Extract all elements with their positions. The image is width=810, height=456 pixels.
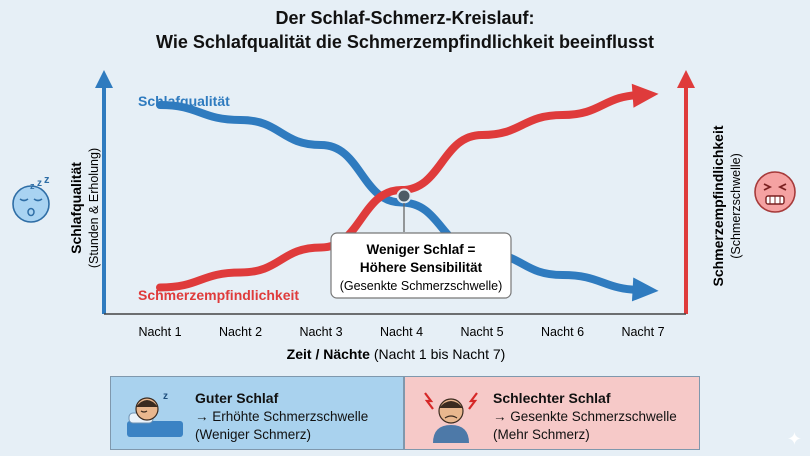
annotation-line2: Höhere Sensibilität — [360, 260, 483, 275]
distressed-face-icon — [754, 171, 796, 213]
legend-bad-sleep: Schlechter Schlaf → Gesenkte Schmerzschw… — [404, 376, 700, 450]
x-tick-label: Nacht 2 — [219, 325, 262, 339]
legend-bad-text: Schlechter Schlaf → Gesenkte Schmerzschw… — [493, 389, 677, 444]
sleeping-face-icon: z z z — [12, 174, 50, 223]
legend-bad-line1: → Gesenkte Schmerzschwelle — [493, 409, 677, 424]
legend-good-title: Guter Schlaf — [195, 390, 279, 406]
intersection-point — [396, 188, 412, 204]
x-tick-label: Nacht 1 — [138, 325, 181, 339]
x-axis-label-rest: (Nacht 1 bis Nacht 7) — [374, 346, 506, 362]
left-axis-arrowhead — [95, 70, 113, 88]
legend-good-sleep: z Guter Schlaf → Erhöhte Schmerzschwelle… — [110, 376, 404, 450]
annotation-line1: Weniger Schlaf = — [367, 242, 476, 257]
chart-title-line2: Wie Schlafqualität die Schmerzempfindlic… — [156, 32, 654, 52]
svg-text:z: z — [37, 178, 42, 189]
annotation-box — [330, 232, 512, 299]
series-label-schlafqualitaet: Schlafqualität — [138, 93, 230, 109]
x-tick-label: Nacht 6 — [541, 325, 584, 339]
legend-good-line1: → Erhöhte Schmerzschwelle — [195, 409, 369, 424]
annotation-line3: (Gesenkte Schmerzschwelle) — [340, 279, 503, 293]
chart-title: Der Schlaf-Schmerz-Kreislauf: Wie Schlaf… — [0, 6, 810, 54]
x-tick-labels: Nacht 1 Nacht 2 Nacht 3 Nacht 4 Nacht 5 Nacht… — [138, 325, 664, 339]
svg-text:z: z — [30, 181, 35, 191]
x-axis-label: Zeit / Nächte (Nacht 1 bis Nacht 7) — [287, 346, 506, 362]
x-tick-label: Nacht 7 — [621, 325, 664, 339]
x-tick-label: Nacht 3 — [299, 325, 342, 339]
legend-bad-line2: (Mehr Schmerz) — [493, 427, 590, 442]
right-axis-arrowhead — [677, 70, 695, 88]
legend-good-line2: (Weniger Schmerz) — [195, 427, 312, 442]
svg-text:z: z — [44, 174, 50, 186]
left-y-label: Schlafqualität — [68, 162, 84, 254]
series-arrowhead-schmerzempfindlichkeit — [631, 83, 659, 108]
sleeping-person-icon: z — [127, 391, 183, 437]
right-y-label: Schmerzempfindlichkeit — [710, 125, 726, 286]
left-y-sublabel: (Stunden & Erholung) — [87, 148, 101, 268]
svg-text:z: z — [163, 391, 168, 402]
chart-title-line1: Der Schlaf-Schmerz-Kreislauf: — [275, 8, 535, 28]
legend-good-text: Guter Schlaf → Erhöhte Schmerzschwelle (… — [195, 389, 368, 444]
sparkle-icon: ✦ — [786, 429, 802, 449]
x-tick-label: Nacht 5 — [460, 325, 503, 339]
legend-bad-title: Schlechter Schlaf — [493, 390, 611, 406]
x-tick-label: Nacht 4 — [380, 325, 423, 339]
right-y-sublabel: (Schmerzschwelle) — [729, 153, 743, 259]
x-axis-label-bold: Zeit / Nächte — [287, 346, 370, 362]
series-label-schmerzempfindlichkeit: Schmerzempfindlichkeit — [138, 287, 299, 303]
chart-area: Nacht 1 Nacht 2 Nacht 3 Nacht 4 Nacht 5 Nacht… — [12, 70, 796, 362]
series-arrowhead-schlafqualitaet — [631, 277, 659, 302]
headache-person-icon — [424, 392, 478, 443]
